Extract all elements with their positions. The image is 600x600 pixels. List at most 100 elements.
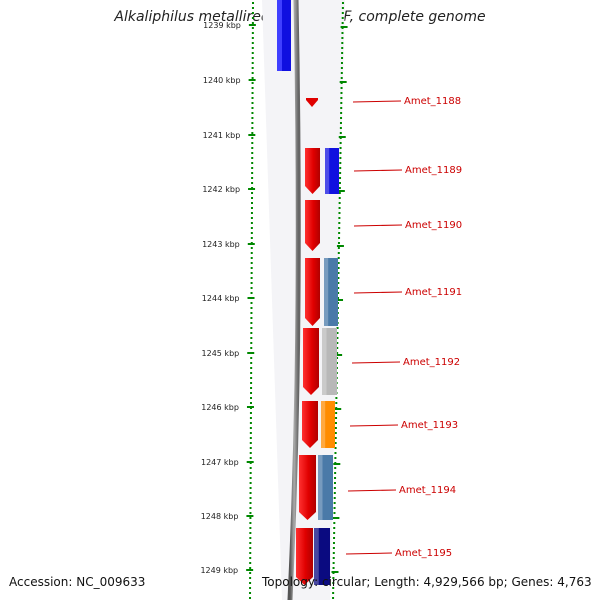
ruler-dot [339,167,342,169]
ruler-dot [249,422,252,424]
ruler-dot [250,367,253,369]
ruler-dot [341,22,344,24]
ruler-dot [250,237,253,239]
ruler-dot [249,512,252,514]
ruler-dot [335,412,338,414]
ruler-dot [333,522,336,524]
cog-block-Amet_1191 [324,258,338,326]
ruler-dot [337,247,340,249]
ruler-dot [339,152,342,154]
ruler-dot [250,217,253,219]
gene-label: Amet_1192 [403,357,460,368]
ruler-dot [249,547,252,549]
ruler-dot [251,37,254,39]
tick-label: 1241 kbp [203,131,241,140]
cog-highlight [314,528,319,585]
cog-highlight [324,258,329,326]
ruler-dot [339,177,342,179]
ruler-dot [251,147,254,149]
ruler-dot [250,362,253,364]
ruler-dot [332,557,335,559]
ruler-dot [250,372,253,374]
ruler-dotted-right [332,2,344,599]
ruler-dot [251,57,254,59]
ruler-dot [251,32,254,34]
ruler-dot [332,542,335,544]
ruler-dot [251,47,254,49]
ruler-dot [340,87,343,89]
ruler-dot [250,327,253,329]
ruler-dot [334,467,337,469]
ring-background [262,0,345,600]
ruler-dot [250,312,253,314]
ruler-dot [334,472,337,474]
ruler-dot [250,272,253,274]
label-leader-line [349,424,399,427]
ruler-dot [251,162,254,164]
ruler-dot [249,437,252,439]
ruler-dot [337,277,340,279]
ruler-dot [249,532,252,534]
top-feature-block [277,0,291,71]
ruler-dot [338,207,341,209]
ruler-dot [251,192,254,194]
label-leader-line [347,489,397,492]
ruler-dot [341,42,344,44]
ruler-dot [249,412,252,414]
ruler-dot [333,487,336,489]
ruler-dot [337,252,340,254]
tick-label: 1239 kbp [203,21,241,30]
tick-label: 1246 kbp [201,403,239,412]
ruler-dot [249,507,252,509]
cog-block-Amet_1192 [322,328,337,395]
ruler-dot [250,212,253,214]
ruler-dot [249,492,252,494]
ruler-dot [341,32,344,34]
ruler-dot [332,562,335,564]
cog-highlight [318,455,323,520]
ruler-dot [249,567,252,569]
ruler-dot [251,172,254,174]
ruler-dot [336,357,339,359]
ruler-dot [250,267,253,269]
backbone-line [287,0,301,600]
ruler-dot [334,427,337,429]
ruler-dot [250,377,253,379]
tick-label: 1240 kbp [203,76,241,85]
ruler-dot [250,347,253,349]
ruler-dot [249,502,252,504]
ruler-dot [251,132,254,134]
ruler-dot [334,457,337,459]
ruler-dot [338,187,341,189]
ruler-dot [251,117,254,119]
ruler-dot [338,192,341,194]
ruler-dot [337,297,340,299]
ruler-dot [249,537,252,539]
ruler-dot [250,222,253,224]
ruler-dot [334,477,337,479]
ruler-dot [250,302,253,304]
ruler-dot [250,262,253,264]
ruler-dot [250,252,253,254]
label-leader-line [345,552,393,555]
ruler-dot [339,127,342,129]
ruler-dot [251,62,254,64]
ruler-dot [251,102,254,104]
ruler-dot [249,572,252,574]
ruler-dot [334,452,337,454]
ruler-dot [339,172,342,174]
ruler-dot [339,142,342,144]
ruler-dot [333,497,336,499]
gene-arrow-Amet_1190 [305,200,320,251]
ruler-dot [249,427,252,429]
ruler-dot [337,282,340,284]
ruler-dot [340,72,343,74]
ruler-dot [250,337,253,339]
tick-label: 1248 kbp [201,512,239,521]
ruler-dot [340,67,343,69]
ruler-dot [250,277,253,279]
ruler-dot [340,107,343,109]
label-leader-line [352,100,402,103]
ruler-dot [334,442,337,444]
ruler-dot [250,357,253,359]
